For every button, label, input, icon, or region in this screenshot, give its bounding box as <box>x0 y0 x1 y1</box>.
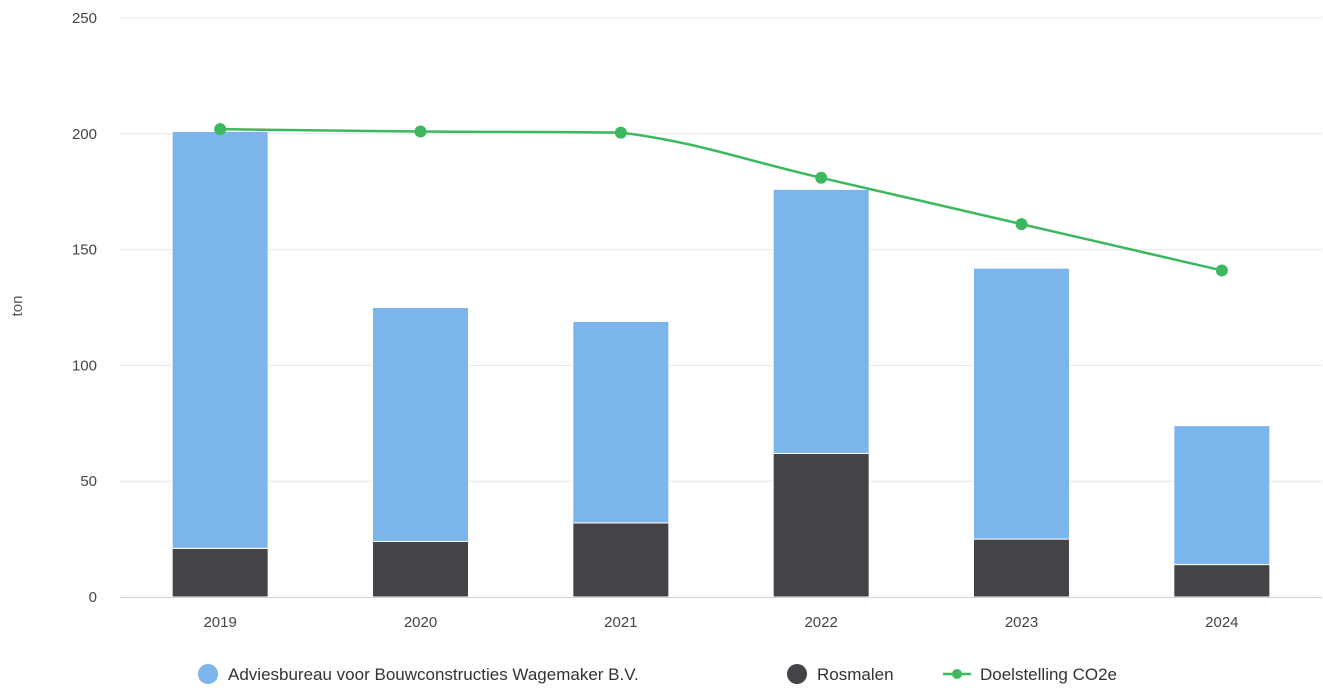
x-tick-label: 2023 <box>1005 614 1038 631</box>
legend-item[interactable]: Adviesbureau voor Bouwconstructies Wagem… <box>198 664 639 684</box>
x-tick-label: 2022 <box>804 614 837 631</box>
legend-item[interactable]: Rosmalen <box>787 664 894 684</box>
legend-item[interactable]: Doelstelling CO2e <box>943 665 1117 684</box>
legend-point-symbol <box>952 669 962 679</box>
bar-segment[interactable] <box>372 307 469 542</box>
y-tick-label: 200 <box>72 126 97 143</box>
y-tick-label: 50 <box>80 473 97 490</box>
x-tick-label: 2024 <box>1205 614 1238 631</box>
y-tick-label: 100 <box>72 357 97 374</box>
x-tick-label: 2020 <box>404 614 437 631</box>
bar-segment[interactable] <box>772 452 870 598</box>
bar-segment[interactable] <box>973 267 1070 540</box>
target-line-point[interactable] <box>414 125 427 138</box>
grid-lines <box>120 17 1322 482</box>
x-tick-label: 2019 <box>203 614 236 631</box>
bar-segment[interactable] <box>772 188 870 454</box>
legend-label: Adviesbureau voor Bouwconstructies Wagem… <box>228 665 639 684</box>
y-tick-label: 0 <box>89 589 97 606</box>
target-line-point[interactable] <box>214 123 227 136</box>
bar-segment[interactable] <box>572 522 670 598</box>
target-line-path[interactable] <box>220 127 1223 272</box>
bar-segment[interactable] <box>1173 564 1271 598</box>
bar-segment[interactable] <box>171 130 269 549</box>
bar-segment[interactable] <box>372 540 469 598</box>
bar-segment[interactable] <box>572 320 670 524</box>
target-line-point[interactable] <box>815 171 828 184</box>
legend-dot-symbol <box>787 664 807 684</box>
legend-label: Rosmalen <box>817 665 894 684</box>
target-line <box>214 123 1228 277</box>
bar-segment[interactable] <box>973 538 1070 598</box>
axes: 0 50 100 150 200 250 2019 2020 2021 2022 2023 2024 <box>72 10 1322 631</box>
target-line-point[interactable] <box>1015 218 1028 231</box>
bar-segment[interactable] <box>171 547 269 598</box>
legend: Adviesbureau voor Bouwconstructies Wagem… <box>198 664 1117 684</box>
y-axis-title: ton <box>9 296 26 317</box>
legend-label: Doelstelling CO2e <box>980 665 1117 684</box>
y-tick-label: 250 <box>72 10 97 27</box>
bars <box>171 130 1271 598</box>
legend-dot-symbol <box>198 664 218 684</box>
x-tick-label: 2021 <box>604 614 637 631</box>
target-line-point[interactable] <box>614 126 627 139</box>
target-line-point[interactable] <box>1215 264 1228 277</box>
y-tick-label: 150 <box>72 242 97 259</box>
bar-segment[interactable] <box>1173 425 1271 566</box>
